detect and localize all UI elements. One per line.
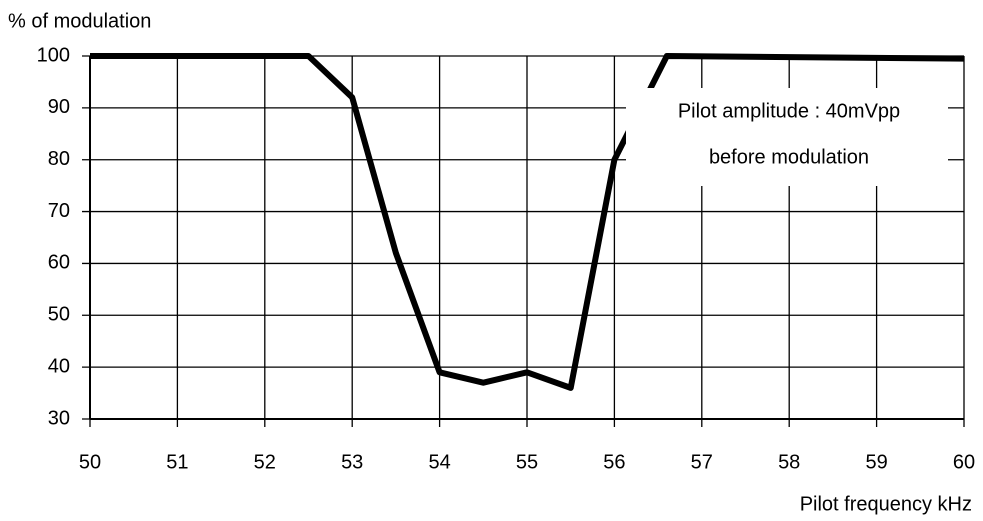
x-tick-label: 56 — [603, 451, 625, 473]
x-tick-label: 50 — [79, 451, 101, 473]
x-axis-label: Pilot frequency kHz — [800, 493, 972, 515]
y-tick-label: 60 — [48, 252, 70, 274]
x-tick-label: 59 — [865, 451, 887, 473]
y-tick-label: 80 — [48, 148, 70, 170]
x-tick-label: 51 — [166, 451, 188, 473]
y-tick-label: 70 — [48, 200, 70, 222]
y-tick-label: 30 — [48, 407, 70, 429]
x-tick-label: 58 — [778, 451, 800, 473]
y-tick-label: 40 — [48, 355, 70, 377]
y-axis-label: % of modulation — [8, 10, 151, 32]
annotation-box — [626, 88, 948, 186]
x-tick-label: 54 — [428, 451, 450, 473]
annotation: before modulation — [709, 146, 869, 168]
y-tick-label: 50 — [48, 304, 70, 326]
x-tick-label: 57 — [691, 451, 713, 473]
y-tick-label: 100 — [37, 44, 70, 66]
x-tick-label: 52 — [254, 451, 276, 473]
y-tick-label: 90 — [48, 96, 70, 118]
x-tick-label: 55 — [516, 451, 538, 473]
x-tick-label: 53 — [341, 451, 363, 473]
annotation: Pilot amplitude : 40mVpp — [678, 100, 900, 122]
x-tick-label: 60 — [953, 451, 975, 473]
